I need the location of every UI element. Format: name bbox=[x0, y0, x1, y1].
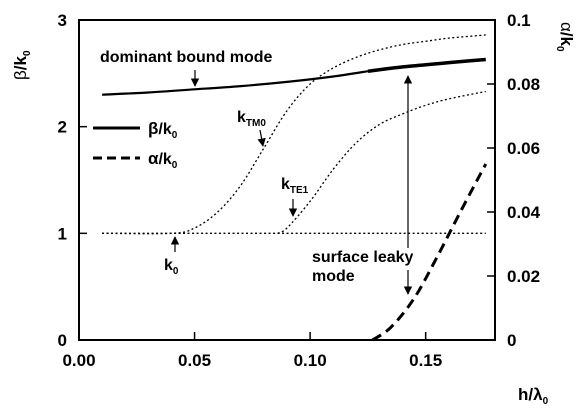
annotation-ktm0: kTM0 bbox=[237, 109, 266, 129]
right-tick-label: 0.06 bbox=[507, 139, 540, 158]
x-tick-label: 0.15 bbox=[409, 351, 442, 370]
annotation-surface-leaky-line1: surface leaky bbox=[312, 249, 414, 266]
series-ktm0 bbox=[102, 34, 486, 235]
annotation-dominant-bound-mode: dominant bound mode bbox=[100, 49, 273, 66]
legend-label-alpha: α/k0 bbox=[148, 149, 178, 171]
annotation-surface-leaky-line2: mode bbox=[312, 268, 355, 285]
left-tick-label: 0 bbox=[58, 331, 67, 350]
annotation-kte1: kTE1 bbox=[281, 176, 309, 196]
left-tick-label: 2 bbox=[58, 118, 67, 137]
right-axis-ticks: 0 0.02 0.04 0.06 0.08 0.1 bbox=[487, 11, 541, 350]
annotation-arrow-ktm0 bbox=[257, 129, 266, 147]
series-kte1 bbox=[277, 90, 486, 234]
left-axis-ticks: 0 1 2 3 bbox=[58, 11, 87, 350]
x-tick-label: 0.05 bbox=[178, 351, 211, 370]
left-tick-label: 3 bbox=[58, 11, 67, 30]
annotation-k0: k0 bbox=[164, 257, 179, 277]
right-axis-label: α/k0 bbox=[554, 22, 576, 52]
legend: β/k0 α/k0 bbox=[93, 119, 178, 171]
right-tick-label: 0.02 bbox=[507, 267, 540, 286]
right-tick-label: 0.08 bbox=[507, 75, 540, 94]
series-alpha bbox=[371, 163, 488, 342]
left-tick-label: 1 bbox=[58, 224, 67, 243]
left-axis-label: β/k0 bbox=[11, 50, 33, 80]
right-tick-label: 0 bbox=[507, 331, 516, 350]
series-group bbox=[102, 34, 488, 342]
legend-label-beta: β/k0 bbox=[148, 119, 178, 141]
right-tick-label: 0.1 bbox=[507, 11, 531, 30]
plot-frame bbox=[78, 19, 496, 341]
series-beta_leaky bbox=[367, 57, 486, 73]
annotations: dominant bound mode kTM0 kTE1 k0 surface… bbox=[100, 49, 414, 295]
x-tick-label: 0.10 bbox=[294, 351, 327, 370]
x-tick-label: 0.00 bbox=[62, 351, 95, 370]
right-tick-label: 0.04 bbox=[507, 203, 541, 222]
x-axis-label: h/λ0 bbox=[518, 385, 549, 407]
x-axis-ticks: 0.00 0.05 0.10 0.15 bbox=[62, 332, 442, 370]
series-beta bbox=[102, 70, 369, 96]
